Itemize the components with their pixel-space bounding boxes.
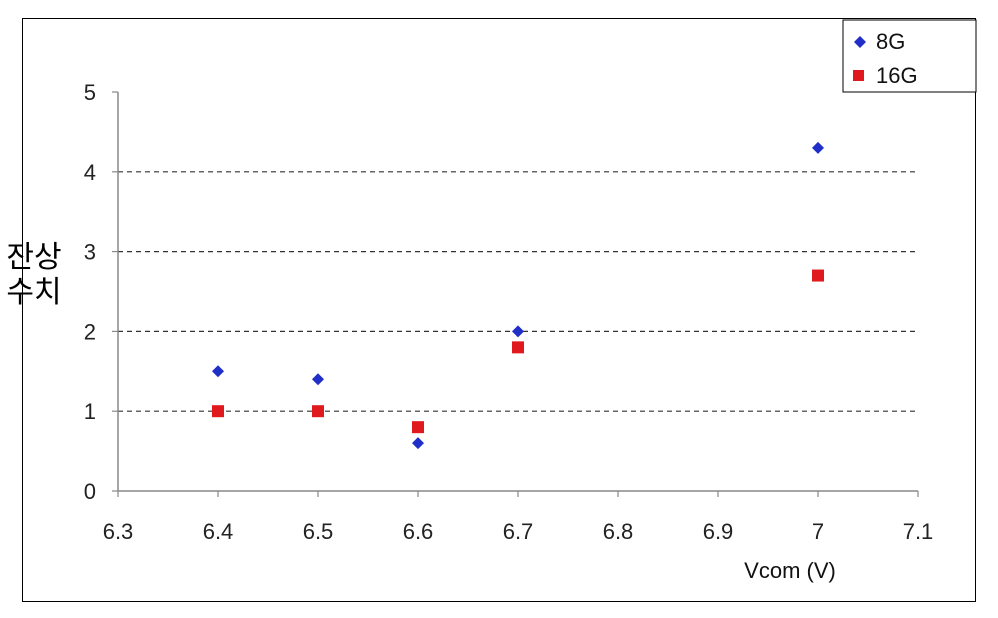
point-16g-6.6 xyxy=(412,421,424,434)
point-16g-6.7 xyxy=(512,341,524,354)
y-tick-label-5: 5 xyxy=(84,80,96,105)
x-tick-labels: 6.3 6.4 6.5 6.6 6.7 6.8 6.9 7 7.1 xyxy=(103,519,934,544)
point-8g-6.6 xyxy=(412,437,424,450)
x-tick-label-6.4: 6.4 xyxy=(203,519,234,544)
legend-marker-16g xyxy=(853,70,864,81)
axes xyxy=(112,91,919,497)
legend-label-16g: 16G xyxy=(876,63,918,88)
y-tick-label-3: 3 xyxy=(84,240,96,265)
legend-box xyxy=(842,19,977,93)
y-tick-label-1: 1 xyxy=(84,399,96,424)
legend-label-8g: 8G xyxy=(876,29,905,54)
x-tick-label-7: 7 xyxy=(812,519,824,544)
x-tick-label-7.1: 7.1 xyxy=(903,519,934,544)
y-axis-label-line-2: 수치 xyxy=(6,275,61,310)
x-tick-label-6.5: 6.5 xyxy=(303,519,334,544)
point-8g-6.4 xyxy=(212,365,224,378)
y-tick-label-4: 4 xyxy=(84,160,96,185)
x-tick-label-6.6: 6.6 xyxy=(403,519,434,544)
point-16g-7 xyxy=(812,269,824,282)
x-tick-label-6.3: 6.3 xyxy=(103,519,134,544)
y-tick-label-0: 0 xyxy=(84,479,96,504)
x-tick-label-6.9: 6.9 xyxy=(703,519,734,544)
point-16g-6.4 xyxy=(212,405,224,418)
y-axis-label-line-1: 잔상 xyxy=(6,240,61,275)
legend: 8G 16G xyxy=(842,19,977,93)
data-points xyxy=(212,141,824,450)
chart-frame xyxy=(22,18,976,602)
gridlines xyxy=(118,171,918,412)
point-8g-6.5 xyxy=(312,373,324,386)
x-tick-label-6.8: 6.8 xyxy=(603,519,634,544)
y-tick-labels: 0 1 2 3 4 5 xyxy=(84,80,96,504)
point-8g-6.7 xyxy=(512,325,524,338)
x-axis-label: Vcom (V) xyxy=(744,558,836,583)
point-16g-6.5 xyxy=(312,405,324,418)
point-8g-7 xyxy=(812,141,824,154)
y-tick-label-2: 2 xyxy=(84,319,96,344)
x-tick-label-6.7: 6.7 xyxy=(503,519,534,544)
legend-marker-8g xyxy=(854,36,866,48)
